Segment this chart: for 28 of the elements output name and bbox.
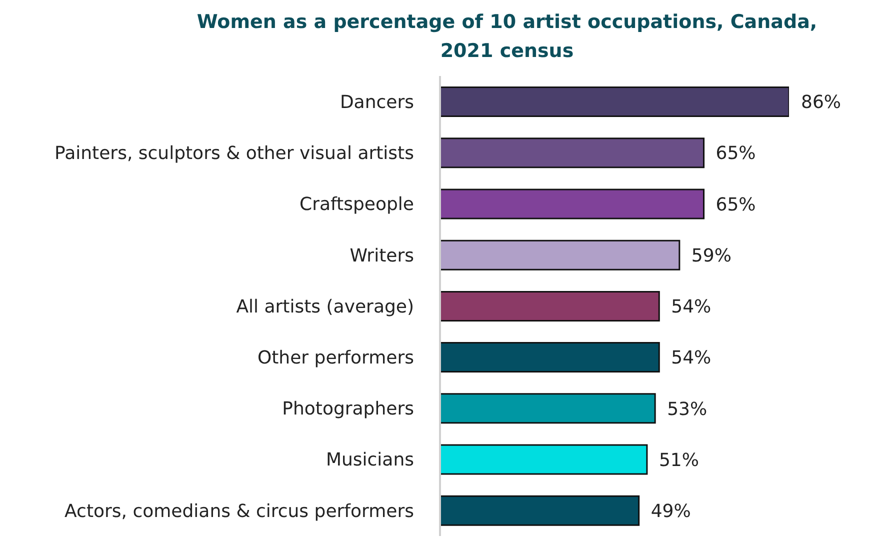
y-tick-label: Photographers — [282, 398, 414, 420]
y-tick-label: Craftspeople — [300, 194, 414, 216]
bar — [440, 138, 705, 168]
data-label: 54% — [671, 296, 712, 318]
bar — [440, 342, 660, 373]
data-label: 86% — [801, 92, 842, 114]
data-label: 59% — [691, 245, 732, 266]
bar — [440, 290, 660, 322]
data-label: 49% — [650, 501, 691, 522]
chart-title: Women as a percentage of 10 artist occupations, Canada, 2021 census — [196, 10, 818, 64]
y-tick-label: Actors, comedians & circus performers — [64, 500, 414, 522]
y-tick-label: Painters, sculptors & other visual artists — [54, 143, 414, 164]
bar — [440, 86, 789, 117]
y-tick-label: Musicians — [326, 450, 414, 471]
data-label: 54% — [671, 348, 712, 369]
y-tick-label: Other performers — [257, 348, 414, 368]
data-label: 65% — [716, 143, 756, 164]
bar — [440, 240, 680, 270]
y-tick-label: All artists (average) — [236, 296, 414, 318]
data-label: 51% — [658, 450, 699, 471]
bar — [440, 188, 705, 220]
y-tick-label: Writers — [350, 245, 414, 266]
data-label: 53% — [667, 398, 708, 420]
data-label: 65% — [716, 194, 756, 216]
y-tick-label: Dancers — [340, 92, 414, 113]
bar — [440, 495, 640, 526]
bar — [440, 444, 648, 475]
bar — [440, 393, 656, 424]
